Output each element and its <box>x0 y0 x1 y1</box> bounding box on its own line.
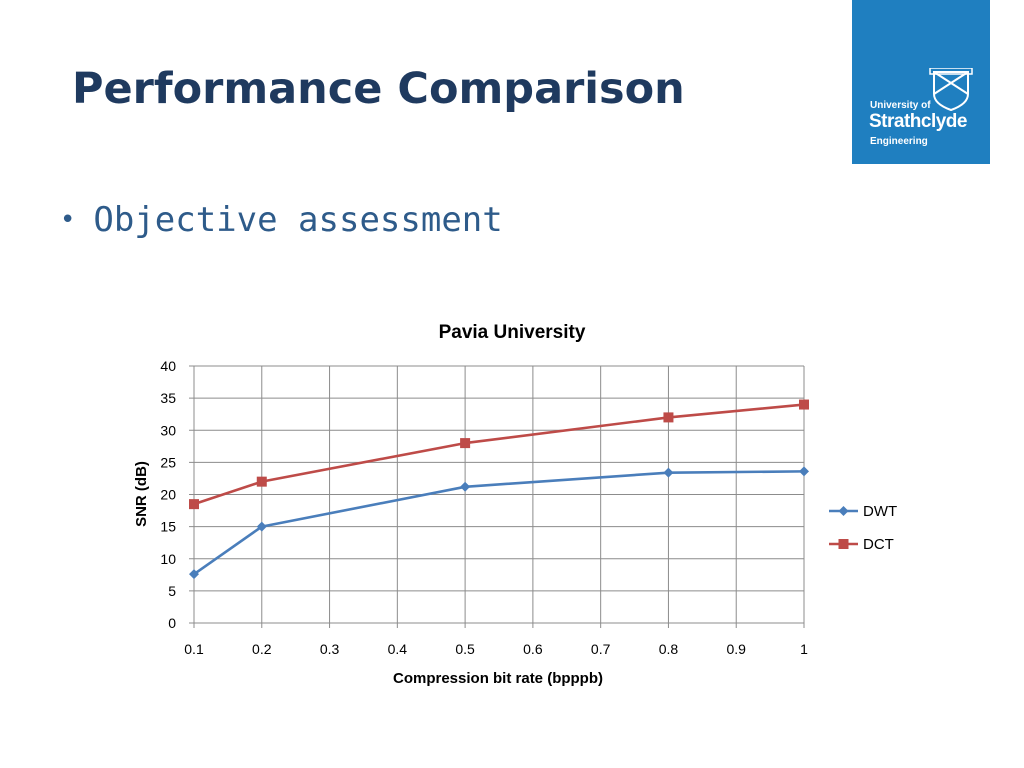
legend-marker-dct <box>838 539 849 549</box>
legend-label-dwt: DWT <box>863 503 897 520</box>
series-dwt <box>189 466 809 580</box>
crest-icon <box>929 68 973 112</box>
chart-gridlines <box>193 365 805 624</box>
x-tick-label: 0.6 <box>523 641 543 657</box>
series-dct <box>189 399 809 510</box>
y-axis-label: SNR (dB) <box>133 461 150 527</box>
x-tick-label: 0.9 <box>726 641 746 657</box>
x-tick-label: 0.3 <box>320 641 340 657</box>
y-tick-label: 15 <box>160 519 176 535</box>
y-tick-label: 20 <box>160 487 176 503</box>
legend-marker-dwt <box>838 506 849 516</box>
legend-label-dct: DCT <box>863 536 894 553</box>
dwt-point <box>256 521 267 532</box>
dwt-point <box>799 466 809 477</box>
x-tick-label: 0.7 <box>591 641 611 657</box>
x-tick-label: 0.4 <box>388 641 408 657</box>
y-tick-label: 5 <box>168 583 176 599</box>
dct-point <box>799 399 809 410</box>
slide-title: Performance Comparison <box>72 64 685 114</box>
bullet-dot: • <box>60 205 76 235</box>
bullet-text: Objective assessment <box>93 200 503 240</box>
y-tick-label: 40 <box>160 358 176 374</box>
dct-point <box>256 476 267 487</box>
x-tick-label: 0.1 <box>184 641 204 657</box>
y-tick-label: 10 <box>160 551 176 567</box>
chart-legend: DWT DCT <box>829 503 897 553</box>
x-tick-label: 0.5 <box>455 641 475 657</box>
dct-line <box>193 403 805 506</box>
dwt-point <box>460 481 471 492</box>
university-logo: University of Strathclyde Engineering <box>852 0 990 164</box>
dct-point <box>663 412 674 423</box>
dct-point <box>189 499 199 510</box>
dct-point <box>460 438 471 449</box>
chart-axes: 0 5 10 15 20 25 30 35 40 0.1 0.2 0.3 0.4 0.5 0.6 0.7 0.8… <box>160 358 808 657</box>
x-tick-label: 0.2 <box>252 641 272 657</box>
logo-text-line2: Strathclyde <box>869 111 967 132</box>
y-tick-label: 30 <box>160 422 176 438</box>
x-axis-label: Compression bit rate (bpppb) <box>393 670 603 687</box>
chart-title: Pavia University <box>439 322 586 343</box>
legend-item-dct: DCT <box>829 536 894 553</box>
chart-series <box>189 399 809 580</box>
dwt-point <box>189 569 199 580</box>
logo-text-line3: Engineering <box>870 136 928 147</box>
bullet-item: • Objective assessment <box>60 200 503 240</box>
logo-text-line1: University of <box>870 100 931 111</box>
y-tick-label: 35 <box>160 390 176 406</box>
x-tick-label: 1 <box>800 641 808 657</box>
x-tick-label: 0.8 <box>659 641 679 657</box>
y-tick-label: 25 <box>160 454 176 470</box>
y-tick-label: 0 <box>168 615 176 631</box>
dwt-point <box>663 467 674 478</box>
legend-item-dwt: DWT <box>829 503 897 520</box>
